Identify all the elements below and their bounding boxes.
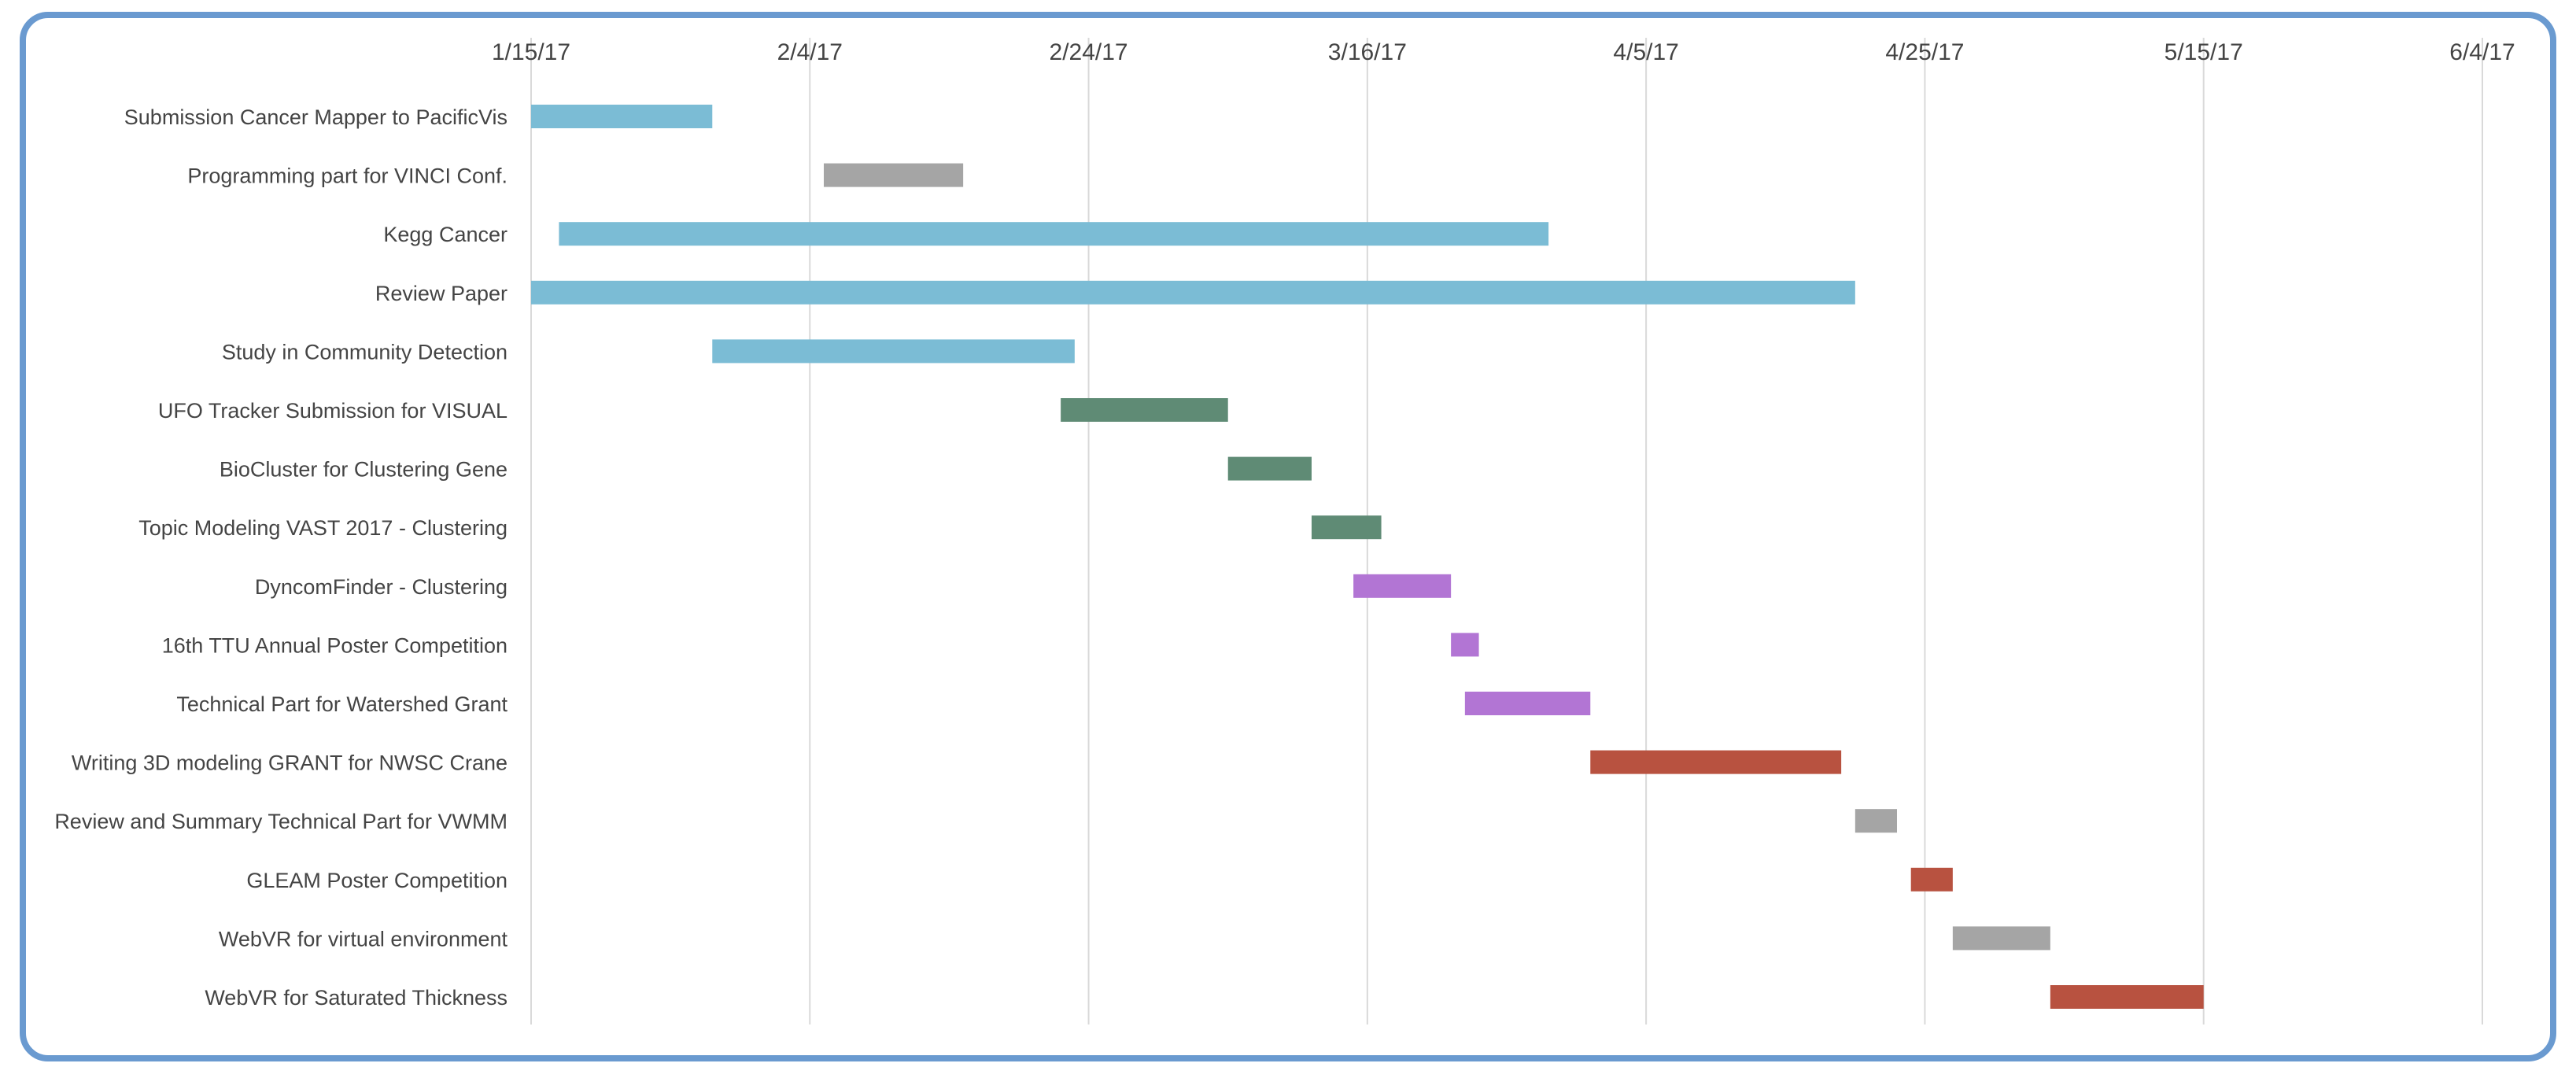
task-bar <box>531 105 713 128</box>
task-bar <box>712 339 1075 364</box>
x-tick-label: 4/25/17 <box>1885 39 1964 65</box>
task-bar <box>1910 867 1953 892</box>
x-tick-label: 4/5/17 <box>1613 39 1678 65</box>
task-bar <box>531 280 1855 305</box>
task-bar <box>1590 750 1842 774</box>
task-label: Review Paper <box>375 282 507 305</box>
task-label: 16th TTU Annual Poster Competition <box>162 633 507 657</box>
x-tick-label: 2/24/17 <box>1050 39 1128 65</box>
grid-lines <box>530 38 2483 1024</box>
task-label: Kegg Cancer <box>383 223 507 246</box>
task-bar <box>1061 398 1228 422</box>
task-label: Review and Summary Technical Part for VW… <box>54 810 507 833</box>
x-tick-label: 2/4/17 <box>777 39 843 65</box>
task-label: GLEAM Poster Competition <box>246 869 507 892</box>
task-bar <box>2050 985 2204 1009</box>
task-bar <box>1353 574 1452 598</box>
task-bar <box>1952 926 2050 951</box>
task-bar <box>824 163 964 187</box>
chart-frame <box>20 12 2556 1061</box>
x-tick-label: 6/4/17 <box>2449 39 2515 65</box>
x-tick-label: 5/15/17 <box>2165 39 2243 65</box>
task-bar <box>559 222 1549 246</box>
task-labels: Submission Cancer Mapper to PacificVis Pr… <box>54 105 507 1010</box>
task-label: Writing 3D modeling GRANT for NWSC Crane <box>72 751 507 775</box>
task-label: Submission Cancer Mapper to PacificVis <box>124 105 507 129</box>
x-tick-label: 3/16/17 <box>1328 39 1407 65</box>
task-label: DyncomFinder - Clustering <box>255 575 507 599</box>
task-label: WebVR for virtual environment <box>219 927 508 951</box>
task-bar <box>1854 809 1897 833</box>
task-label: UFO Tracker Submission for VISUAL <box>158 399 507 423</box>
task-label: Topic Modeling VAST 2017 - Clustering <box>138 516 507 540</box>
task-bar <box>1464 692 1591 715</box>
task-label: WebVR for Saturated Thickness <box>205 986 507 1010</box>
task-bar <box>1312 515 1382 540</box>
task-bar <box>1451 633 1479 657</box>
x-tick-label: 1/15/17 <box>492 39 570 65</box>
task-bars <box>531 105 2204 1009</box>
task-label: BioCluster for Clustering Gene <box>220 458 507 482</box>
task-bar <box>1227 456 1312 481</box>
task-label: Study in Community Detection <box>222 340 507 364</box>
task-label: Programming part for VINCI Conf. <box>187 164 507 188</box>
x-axis-ticks: 1/15/17 2/4/17 2/24/17 3/16/17 4/5/17 4/25/17… <box>492 39 2515 65</box>
task-label: Technical Part for Watershed Grant <box>176 692 507 716</box>
